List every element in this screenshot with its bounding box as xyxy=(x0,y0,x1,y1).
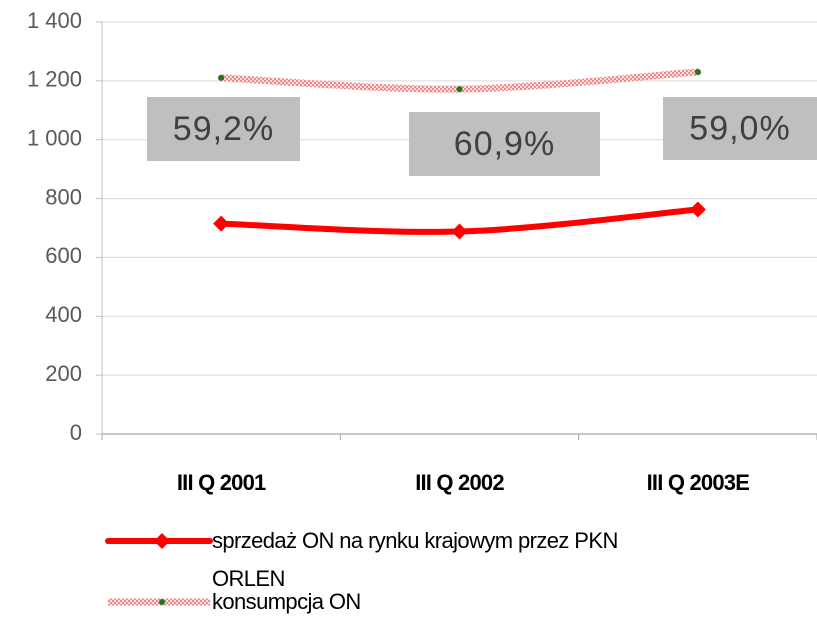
point-marker xyxy=(456,86,463,93)
legend-label: konsumpcja ON xyxy=(212,589,361,614)
y-tick-label: 400 xyxy=(45,302,82,327)
x-tick-label: III Q 2001 xyxy=(177,470,266,495)
annotation-text: 60,9% xyxy=(454,125,555,163)
point-marker xyxy=(213,215,230,232)
point-marker xyxy=(218,74,225,81)
annotation-box xyxy=(147,97,300,161)
annotation-text: 59,2% xyxy=(173,110,274,148)
annotation-box xyxy=(409,112,600,176)
y-tick-label: 1 000 xyxy=(27,126,82,151)
legend-label: sprzedaż ON na rynku krajowym przez PKN … xyxy=(212,528,618,591)
y-tick-label: 0 xyxy=(70,420,82,445)
point-marker xyxy=(689,201,706,218)
point-marker xyxy=(694,69,701,76)
point-marker xyxy=(451,223,468,240)
annotation-text: 59,0% xyxy=(689,109,790,147)
x-tick-label: III Q 2002 xyxy=(415,470,504,495)
y-tick-label: 1 400 xyxy=(27,8,82,33)
y-tick-label: 1 200 xyxy=(27,67,82,92)
annotation-box xyxy=(663,97,817,160)
y-tick-label: 200 xyxy=(45,361,82,386)
x-tick-label: III Q 2003E xyxy=(647,470,750,495)
legend-marker xyxy=(159,599,165,605)
y-tick-label: 600 xyxy=(45,243,82,268)
y-tick-label: 800 xyxy=(45,184,82,209)
legend-marker xyxy=(154,533,170,549)
